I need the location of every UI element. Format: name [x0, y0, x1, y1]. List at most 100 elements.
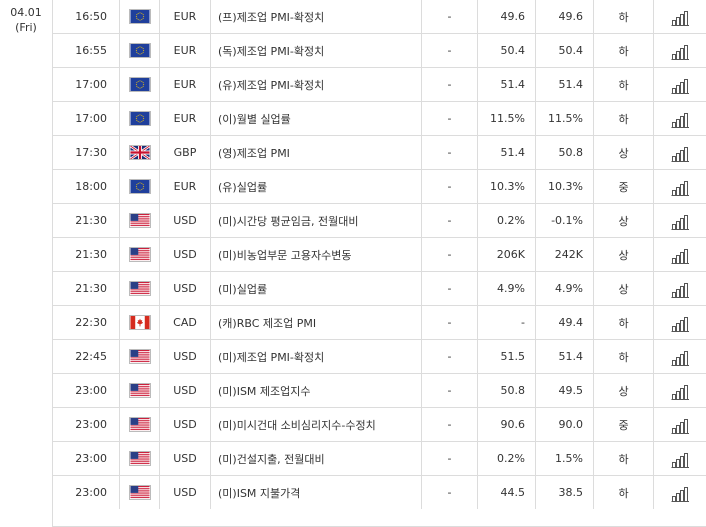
forecast-value: 4.9% [555, 282, 583, 295]
time-label-cell: 21:30 [53, 204, 120, 237]
event-name: (이)월별 실업률 [218, 112, 291, 126]
actual-value-cell: 49.6 [478, 0, 536, 33]
importance-value: - [447, 44, 452, 57]
bar-chart-icon[interactable] [670, 143, 690, 163]
actual-value-cell: 0.2% [478, 442, 536, 475]
flag-cell [120, 272, 160, 305]
previous-value: 상 [618, 384, 629, 398]
time-label-cell: 23:00 [53, 408, 120, 441]
importance-value: - [447, 418, 452, 431]
chart-cell[interactable] [654, 272, 706, 305]
flag-cell [120, 204, 160, 237]
bar-chart-icon[interactable] [670, 109, 690, 129]
time-label: 23:00 [75, 452, 107, 465]
event-name-cell: (유)실업률 [211, 170, 422, 203]
chart-cell[interactable] [654, 136, 706, 169]
forecast-value: 1.5% [555, 452, 583, 465]
table-row: 17:00 EUR (유)제조업 PMI-확정치 - 51.4 51.4 하 [53, 68, 706, 102]
actual-value: 0.2% [497, 214, 525, 227]
date-day: 04.01 [10, 6, 42, 19]
event-name: (유)제조업 PMI-확정치 [218, 78, 325, 92]
chart-cell[interactable] [654, 0, 706, 33]
currency-code-cell: EUR [160, 68, 211, 101]
us-flag-icon [128, 451, 151, 466]
us-flag-icon [128, 213, 151, 228]
event-name: (영)제조업 PMI [218, 146, 290, 160]
chart-cell[interactable] [654, 170, 706, 203]
forecast-value: -0.1% [551, 214, 583, 227]
bar-chart-icon[interactable] [670, 279, 690, 299]
eu-flag-icon [128, 9, 151, 24]
currency-code-cell: USD [160, 340, 211, 373]
chart-cell[interactable] [654, 204, 706, 237]
bar-chart-icon[interactable] [670, 177, 690, 197]
eu-flag-icon [128, 111, 151, 126]
time-label-cell: 23:00 [53, 442, 120, 475]
chart-cell[interactable] [654, 306, 706, 339]
actual-value-cell: - [478, 306, 536, 339]
forecast-value-cell: 90.0 [536, 408, 594, 441]
bar-chart-icon[interactable] [670, 483, 690, 503]
currency-code-cell: USD [160, 442, 211, 475]
previous-value-cell: 하 [594, 340, 654, 373]
previous-value-cell: 하 [594, 442, 654, 475]
chart-cell[interactable] [654, 408, 706, 441]
event-name-cell: (미)ISM 지불가격 [211, 476, 422, 509]
bar-chart-icon[interactable] [670, 381, 690, 401]
time-label-cell: 23:00 [53, 476, 120, 509]
chart-cell[interactable] [654, 442, 706, 475]
forecast-value: 51.4 [558, 78, 584, 91]
flag-cell [120, 136, 160, 169]
event-name: (미)ISM 지불가격 [218, 486, 301, 500]
forecast-value: 90.0 [558, 418, 584, 431]
actual-value-cell: 206K [478, 238, 536, 271]
chart-cell[interactable] [654, 238, 706, 271]
bar-chart-icon[interactable] [670, 415, 690, 435]
table-row: 16:50 EUR (프)제조업 PMI-확정치 - 49.6 49.6 하 [53, 0, 706, 34]
currency-code-cell: EUR [160, 170, 211, 203]
bar-chart-icon[interactable] [670, 245, 690, 265]
previous-value-cell: 상 [594, 136, 654, 169]
chart-cell[interactable] [654, 34, 706, 67]
flag-cell [120, 68, 160, 101]
actual-value-cell: 51.5 [478, 340, 536, 373]
importance-value: - [447, 452, 452, 465]
bar-chart-icon[interactable] [670, 75, 690, 95]
bar-chart-icon[interactable] [670, 7, 690, 27]
ca-flag-icon [128, 315, 151, 330]
bar-chart-icon[interactable] [670, 211, 690, 231]
chart-cell[interactable] [654, 374, 706, 407]
bar-chart-icon[interactable] [670, 313, 690, 333]
bar-chart-icon[interactable] [670, 449, 690, 469]
importance-value: - [447, 112, 452, 125]
previous-value-cell: 상 [594, 238, 654, 271]
date-label: 04.01 (Fri) [0, 0, 52, 35]
flag-cell [120, 476, 160, 509]
flag-cell [120, 170, 160, 203]
actual-value-cell: 90.6 [478, 408, 536, 441]
chart-cell[interactable] [654, 476, 706, 509]
currency-code: USD [173, 452, 197, 465]
forecast-value: 49.4 [558, 316, 584, 329]
importance-value-cell: - [422, 442, 478, 475]
chart-cell[interactable] [654, 102, 706, 135]
date-weekday: (Fri) [15, 21, 37, 34]
time-label-cell: 17:00 [53, 102, 120, 135]
time-label: 23:00 [75, 418, 107, 431]
chart-cell[interactable] [654, 68, 706, 101]
previous-value: 하 [618, 78, 629, 92]
actual-value: 50.4 [500, 44, 526, 57]
bar-chart-icon[interactable] [670, 347, 690, 367]
bar-chart-icon[interactable] [670, 41, 690, 61]
forecast-value-cell: 1.5% [536, 442, 594, 475]
previous-value-cell: 하 [594, 102, 654, 135]
currency-code: EUR [173, 44, 197, 57]
eu-flag-icon [128, 179, 151, 194]
chart-cell[interactable] [654, 340, 706, 373]
forecast-value: 10.3% [548, 180, 583, 193]
event-name: (캐)RBC 제조업 PMI [218, 316, 317, 330]
previous-value-cell: 중 [594, 170, 654, 203]
previous-value-cell: 하 [594, 0, 654, 33]
flag-cell [120, 306, 160, 339]
flag-cell [120, 340, 160, 373]
